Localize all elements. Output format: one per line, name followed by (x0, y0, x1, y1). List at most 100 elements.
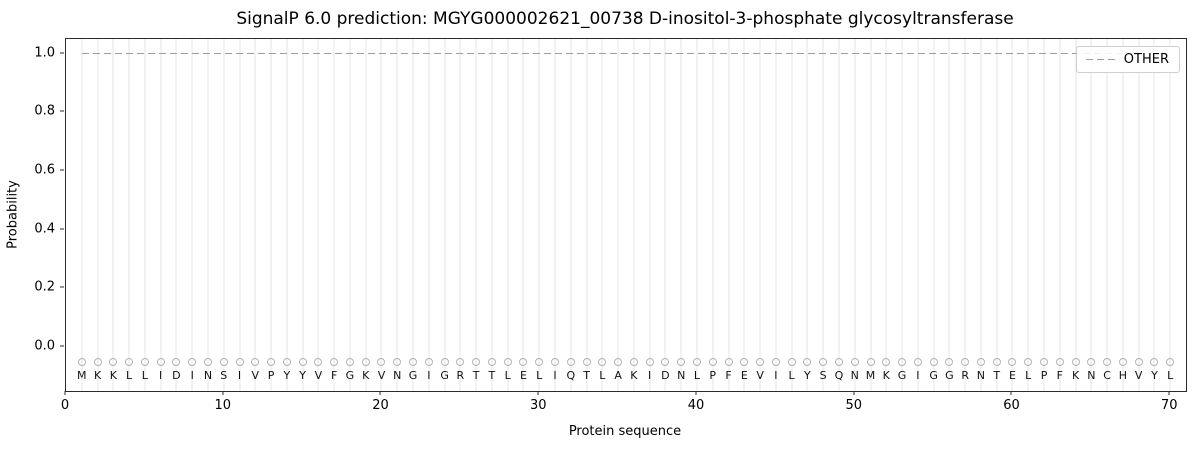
residue-marker (219, 357, 228, 366)
residue-letter: L (126, 369, 133, 383)
x-tick-mark (1010, 391, 1012, 395)
y-tick-label: 0.2 (34, 279, 55, 295)
residue-letter: I (190, 369, 194, 383)
residue-gridline (759, 39, 761, 391)
residue-gridline (270, 39, 272, 391)
residue-gridline (491, 39, 493, 391)
residue-marker (913, 357, 922, 366)
residue-gridline (633, 39, 635, 391)
residue-letter: N (850, 369, 859, 383)
residue-gridline (522, 39, 524, 391)
residue-gridline (885, 39, 887, 391)
residue-letter: R (456, 369, 465, 383)
residue-letter: G (345, 369, 355, 383)
residue-marker (487, 357, 496, 366)
residue-marker (314, 357, 323, 366)
residue-letter: F (725, 369, 732, 383)
residue-marker (1071, 357, 1080, 366)
y-tick-mark (60, 52, 64, 54)
residue-gridline (696, 39, 698, 391)
residue-gridline (97, 39, 99, 391)
residue-gridline (775, 39, 777, 391)
residue-letter: V (756, 369, 764, 383)
residue-gridline (507, 39, 509, 391)
y-tick-label: 0.4 (34, 221, 55, 237)
residue-marker (819, 357, 828, 366)
residue-marker (409, 357, 418, 366)
residue-marker (724, 357, 733, 366)
residue-gridline (728, 39, 730, 391)
y-tick-mark (60, 286, 64, 288)
residue-letter: I (159, 369, 163, 383)
residue-marker (361, 357, 370, 366)
residue-gridline (538, 39, 540, 391)
residue-gridline (144, 39, 146, 391)
y-tick-label: 1.0 (34, 45, 55, 61)
residue-letter: I (427, 369, 431, 383)
residue-gridline (1090, 39, 1092, 391)
residue-letter: V (251, 369, 260, 383)
residue-letter: N (677, 369, 686, 383)
residue-letter: Y (804, 369, 811, 383)
residue-marker (235, 357, 244, 366)
residue-gridline (191, 39, 193, 391)
residue-letter: M (865, 369, 876, 383)
residue-marker (377, 357, 386, 366)
residue-gridline (459, 39, 461, 391)
residue-letter: M (77, 369, 87, 383)
residue-letter: I (648, 369, 652, 383)
residue-gridline (317, 39, 319, 391)
residue-gridline (1106, 39, 1108, 391)
residue-gridline (838, 39, 840, 391)
residue-marker (472, 357, 481, 366)
residue-marker (866, 357, 875, 366)
residue-gridline (680, 39, 682, 391)
x-tick-label: 0 (60, 398, 70, 413)
residue-gridline (712, 39, 714, 391)
residue-marker (1055, 357, 1064, 366)
residue-gridline (475, 39, 477, 391)
residue-gridline (286, 39, 288, 391)
residue-letter: I (237, 369, 242, 383)
residue-gridline (586, 39, 588, 391)
residue-marker (440, 357, 449, 366)
residue-marker (614, 357, 623, 366)
residue-marker (330, 357, 339, 366)
residue-marker (740, 357, 749, 366)
residue-letter: S (819, 369, 827, 383)
residue-letter: F (1056, 369, 1063, 383)
residue-letter: L (536, 369, 543, 383)
x-tick-mark (222, 391, 224, 395)
residue-letter: L (1167, 369, 1174, 383)
residue-marker (109, 357, 118, 366)
residue-marker (77, 357, 86, 366)
y-tick-label: 0.0 (34, 338, 55, 354)
legend-other-label: OTHER (1123, 52, 1169, 67)
residue-gridline (870, 39, 871, 391)
residue-letter: E (519, 369, 527, 383)
residue-marker (1134, 357, 1143, 366)
residue-marker (677, 357, 686, 366)
residue-letter: G (440, 369, 449, 383)
residue-marker (929, 357, 938, 366)
residue-marker (93, 357, 102, 366)
residue-marker (1040, 357, 1049, 366)
residue-letter: I (916, 369, 920, 383)
residue-gridline (302, 39, 304, 391)
residue-letter: T (583, 369, 590, 383)
residue-marker (503, 357, 512, 366)
residue-gridline (428, 39, 430, 391)
residue-marker (976, 357, 985, 366)
residue-marker (1166, 357, 1175, 366)
residue-marker (172, 357, 181, 366)
residue-marker (961, 357, 970, 366)
residue-marker (566, 357, 575, 366)
residue-gridline (396, 39, 398, 391)
residue-gridline (996, 39, 998, 391)
residue-letter: R (961, 369, 969, 383)
residue-gridline (1138, 39, 1140, 391)
residue-letter: G (929, 369, 938, 383)
residue-letter: P (1040, 369, 1048, 383)
residue-marker (1103, 357, 1112, 366)
residue-marker (945, 357, 954, 366)
